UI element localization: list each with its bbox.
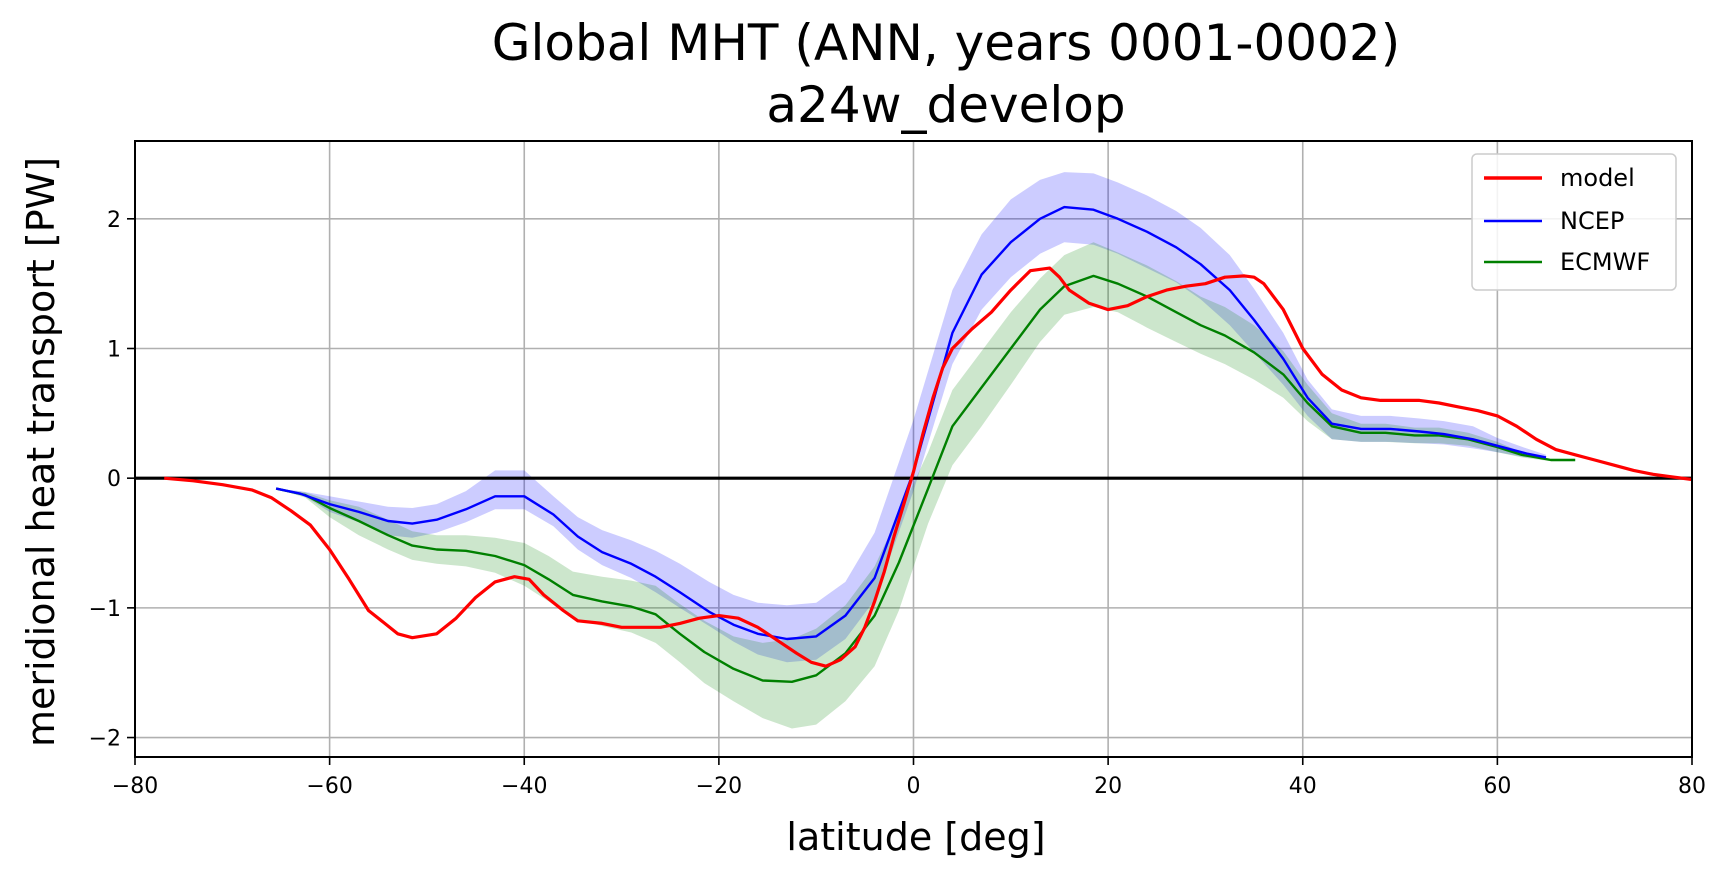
y-tick-label: 0	[107, 467, 121, 492]
y-axis-label: meridional heat transport [PW]	[19, 157, 63, 747]
y-tick-label: 2	[107, 208, 121, 233]
x-tick-label: 80	[1678, 774, 1706, 799]
x-tick-label: −40	[501, 774, 547, 799]
series-lines	[164, 205, 1693, 683]
y-tick-label: −1	[89, 597, 121, 622]
chart-title: Global MHT (ANN, years 0001-0002)	[492, 14, 1400, 72]
x-axis-label: latitude [deg]	[786, 815, 1045, 859]
y-tick-label: 1	[107, 337, 121, 362]
line-model	[164, 266, 1693, 668]
legend-label-ecmwf: ECMWF	[1560, 248, 1650, 276]
chart-subtitle: a24w_develop	[766, 76, 1125, 134]
x-tick-label: −20	[696, 774, 742, 799]
y-tick-label: −2	[89, 727, 121, 752]
legend-box	[1471, 153, 1677, 291]
legend-label-ncep: NCEP	[1560, 207, 1624, 235]
legend: model NCEP ECMWF	[1471, 153, 1677, 291]
x-tick-label: −60	[306, 774, 352, 799]
x-tick-label: 40	[1289, 774, 1317, 799]
line-ecmwf	[275, 274, 1576, 683]
band-ncep	[276, 172, 1547, 663]
x-tick-label: −80	[112, 774, 158, 799]
legend-label-model: model	[1560, 164, 1635, 192]
x-tick-label: 20	[1094, 774, 1122, 799]
axis-ticks: −80 −60 −40 −20 0 20 40 60 80 −2 −1 0 1 2	[89, 208, 1706, 799]
x-tick-label: 0	[907, 774, 921, 799]
band-ecmwf	[276, 242, 1576, 729]
uncertainty-bands	[276, 172, 1576, 729]
x-tick-label: 60	[1483, 774, 1511, 799]
